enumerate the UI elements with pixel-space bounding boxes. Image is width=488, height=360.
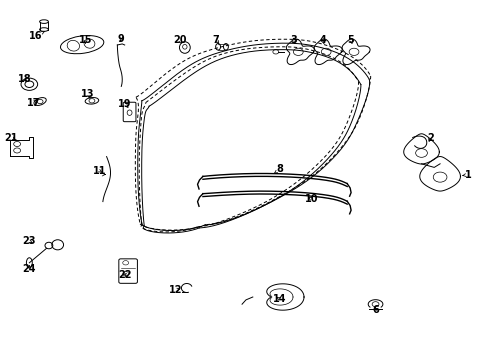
- Text: 10: 10: [304, 194, 318, 204]
- Text: 9: 9: [118, 34, 124, 44]
- Text: 11: 11: [93, 166, 106, 176]
- Text: 20: 20: [173, 35, 186, 45]
- Text: 14: 14: [272, 294, 286, 304]
- Text: 21: 21: [4, 132, 18, 143]
- Text: 12: 12: [169, 285, 183, 295]
- Text: 16: 16: [28, 31, 45, 41]
- Text: 3: 3: [289, 35, 296, 45]
- Text: 2: 2: [426, 132, 433, 143]
- Text: 17: 17: [26, 98, 40, 108]
- Text: 24: 24: [22, 264, 36, 274]
- Text: 7: 7: [212, 35, 219, 45]
- Text: 13: 13: [81, 89, 95, 99]
- Text: 22: 22: [118, 270, 131, 280]
- Text: 4: 4: [319, 35, 325, 45]
- Text: 5: 5: [347, 35, 354, 45]
- Text: 8: 8: [273, 164, 283, 174]
- Text: 6: 6: [371, 305, 378, 315]
- Text: 18: 18: [18, 74, 31, 84]
- Text: 23: 23: [22, 236, 36, 246]
- Text: 1: 1: [461, 170, 471, 180]
- Text: 15: 15: [79, 35, 92, 45]
- Text: 19: 19: [118, 99, 132, 109]
